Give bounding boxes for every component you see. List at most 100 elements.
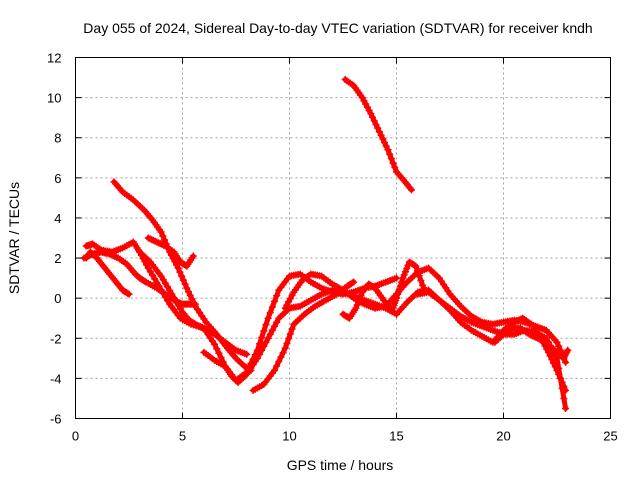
y-axis-label: SDTVAR / TECUs <box>6 182 22 294</box>
data-point <box>170 294 178 302</box>
data-point <box>556 374 564 382</box>
data-point <box>544 348 552 356</box>
data-point <box>266 309 274 317</box>
data-point <box>372 120 380 128</box>
data-point <box>271 322 279 330</box>
x-axis-label: GPS time / hours <box>287 457 394 473</box>
data-point <box>288 325 296 333</box>
data-point <box>400 271 408 279</box>
data-point <box>264 314 272 322</box>
data-point <box>275 358 283 366</box>
plot-frame <box>75 57 611 419</box>
data-point <box>213 345 221 353</box>
data-point <box>419 281 427 289</box>
data-point <box>258 346 266 354</box>
data-point <box>166 287 174 295</box>
data-point <box>555 342 563 350</box>
data-point <box>253 354 261 362</box>
data-point <box>149 271 157 279</box>
data-point <box>401 268 409 276</box>
data-point <box>381 139 389 147</box>
data-point <box>146 268 154 276</box>
y-tick-label: 6 <box>54 171 61 186</box>
data-point <box>553 338 561 346</box>
data-point <box>415 272 423 280</box>
x-tick-label: 5 <box>179 429 186 444</box>
data-point <box>548 356 556 364</box>
data-point <box>558 378 566 386</box>
y-tick-label: 12 <box>47 51 61 66</box>
axis-ticks: 0 5 10 15 20 25 -6 -4 -2 0 2 4 6 8 10 12 <box>47 51 618 444</box>
data-point <box>553 366 561 374</box>
data-point <box>286 330 294 338</box>
data-point <box>264 334 272 342</box>
data-point <box>243 350 251 358</box>
data-point <box>260 342 268 350</box>
data-point <box>258 333 266 341</box>
data-point <box>176 268 184 276</box>
data-point <box>550 359 558 367</box>
data-point <box>555 370 563 378</box>
data-point <box>399 274 407 282</box>
data-point <box>562 386 570 394</box>
data-point <box>393 274 400 282</box>
data-point <box>155 282 163 290</box>
y-tick-label: 4 <box>54 211 61 226</box>
data-point <box>188 295 196 303</box>
data-series <box>80 76 572 412</box>
data-point <box>357 291 365 299</box>
data-point <box>277 353 285 361</box>
data-point <box>268 303 276 311</box>
data-point <box>417 277 425 285</box>
data-point <box>352 304 360 312</box>
x-tick-label: 0 <box>72 429 79 444</box>
data-point <box>157 228 165 236</box>
data-point <box>407 186 415 194</box>
data-point <box>285 335 293 343</box>
data-point <box>164 283 172 291</box>
data-point <box>144 264 152 272</box>
data-point <box>413 267 421 275</box>
x-tick-label: 25 <box>603 429 617 444</box>
data-point <box>562 404 570 412</box>
series-arc-5 <box>144 234 197 270</box>
data-point <box>369 113 377 121</box>
data-point <box>262 338 270 346</box>
data-point <box>159 276 167 284</box>
data-point <box>124 289 132 297</box>
data-point <box>190 299 198 307</box>
data-point <box>551 363 559 371</box>
y-tick-label: 10 <box>47 91 61 106</box>
data-point <box>386 150 394 158</box>
data-point <box>189 252 197 260</box>
y-tick-label: 0 <box>54 291 61 306</box>
y-tick-label: -4 <box>50 371 62 386</box>
data-point <box>273 292 281 300</box>
data-point <box>391 163 399 171</box>
data-point <box>215 349 223 357</box>
data-point <box>266 330 274 338</box>
data-point <box>260 327 268 335</box>
data-point <box>283 339 291 347</box>
x-tick-label: 15 <box>389 429 403 444</box>
y-tick-label: 2 <box>54 251 61 266</box>
data-point <box>168 290 176 298</box>
data-point <box>379 135 387 143</box>
data-point <box>398 278 406 286</box>
data-point <box>161 279 169 287</box>
data-point <box>396 282 404 290</box>
data-point <box>161 236 169 244</box>
y-tick-label: -2 <box>50 331 62 346</box>
data-point <box>546 352 554 360</box>
data-point <box>412 262 420 270</box>
data-point <box>256 340 264 348</box>
chart-title: Day 055 of 2024, Sidereal Day-to-day VTE… <box>83 20 592 36</box>
data-point <box>377 131 385 139</box>
data-point <box>271 366 279 374</box>
data-point <box>157 286 165 294</box>
data-point <box>564 346 572 354</box>
data-point <box>159 289 167 297</box>
grid-lines <box>75 57 611 419</box>
data-point <box>186 291 194 299</box>
data-point <box>183 284 191 292</box>
